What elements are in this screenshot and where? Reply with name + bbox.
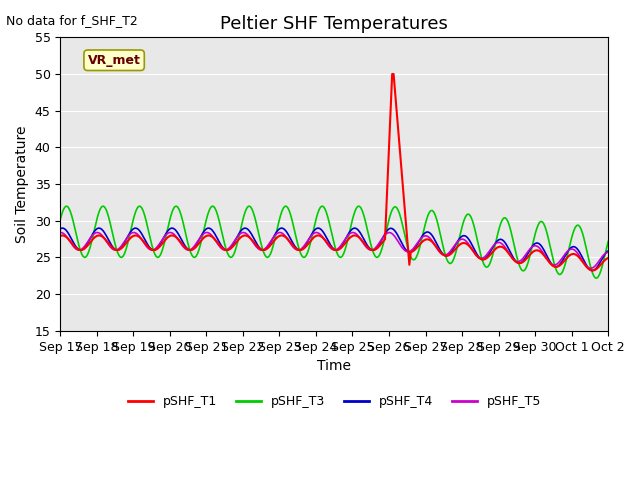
pSHF_T3 — [530, 237, 538, 242]
pSHF_T4 — [56, 226, 64, 232]
pSHF_T5 — [340, 239, 348, 244]
pSHF_T4 — [530, 242, 538, 248]
pSHF_T5 — [604, 250, 612, 255]
pSHF_T4 — [603, 249, 611, 255]
pSHF_T1 — [589, 268, 596, 274]
X-axis label: Time: Time — [317, 359, 351, 373]
pSHF_T3 — [593, 276, 600, 281]
pSHF_T4 — [589, 268, 596, 274]
pSHF_T3 — [245, 203, 253, 209]
pSHF_T1 — [92, 233, 100, 239]
pSHF_T5 — [587, 265, 595, 271]
pSHF_T4 — [75, 247, 83, 252]
pSHF_T1 — [604, 255, 612, 261]
Title: Peltier SHF Temperatures: Peltier SHF Temperatures — [220, 15, 448, 33]
pSHF_T3 — [56, 216, 64, 222]
pSHF_T5 — [75, 247, 83, 253]
pSHF_T1 — [75, 247, 83, 252]
pSHF_T3 — [449, 259, 456, 265]
pSHF_T4 — [604, 248, 612, 254]
pSHF_T5 — [56, 229, 64, 235]
pSHF_T1 — [388, 71, 396, 77]
pSHF_T1 — [56, 233, 64, 239]
pSHF_T5 — [530, 243, 538, 249]
pSHF_T1 — [339, 244, 346, 250]
pSHF_T3 — [340, 251, 348, 257]
pSHF_T3 — [603, 244, 611, 250]
pSHF_T3 — [92, 220, 100, 226]
Line: pSHF_T3: pSHF_T3 — [60, 206, 608, 278]
Y-axis label: Soil Temperature: Soil Temperature — [15, 125, 29, 243]
Line: pSHF_T5: pSHF_T5 — [60, 232, 608, 268]
Legend: pSHF_T1, pSHF_T3, pSHF_T4, pSHF_T5: pSHF_T1, pSHF_T3, pSHF_T4, pSHF_T5 — [122, 390, 546, 413]
pSHF_T4 — [449, 248, 456, 253]
pSHF_T5 — [603, 250, 611, 255]
pSHF_T5 — [449, 246, 456, 252]
pSHF_T5 — [312, 229, 320, 235]
pSHF_T3 — [604, 239, 612, 244]
Line: pSHF_T1: pSHF_T1 — [60, 74, 608, 271]
pSHF_T1 — [603, 256, 611, 262]
Line: pSHF_T4: pSHF_T4 — [60, 228, 608, 271]
pSHF_T4 — [340, 240, 348, 246]
pSHF_T4 — [95, 225, 103, 231]
pSHF_T1 — [449, 250, 456, 255]
Text: VR_met: VR_met — [88, 54, 141, 67]
pSHF_T4 — [92, 227, 100, 232]
pSHF_T5 — [92, 230, 100, 236]
pSHF_T3 — [75, 242, 83, 248]
pSHF_T1 — [530, 248, 538, 254]
Text: No data for f_SHF_T2: No data for f_SHF_T2 — [6, 14, 138, 27]
